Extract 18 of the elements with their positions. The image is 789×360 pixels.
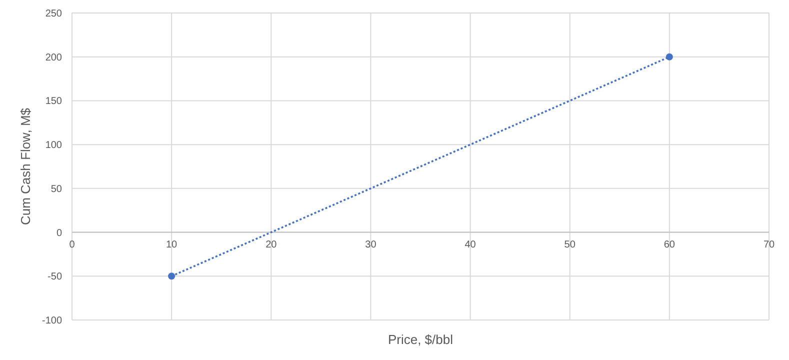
x-tick-label: 0 (69, 239, 76, 250)
x-axis-title: Price, $/bbl (388, 332, 454, 347)
y-tick-label: 0 (56, 228, 62, 239)
y-tick-label: -50 (48, 272, 62, 283)
x-tick-label: 60 (664, 239, 676, 250)
x-tick-label: 40 (464, 239, 476, 250)
y-tick-label: 150 (45, 96, 62, 108)
x-tick-label: 10 (166, 239, 178, 250)
y-tick-label: -100 (42, 316, 62, 326)
x-tick-label: 30 (365, 239, 377, 250)
y-tick-label: 50 (50, 184, 62, 195)
y-tick-label: 200 (45, 52, 62, 64)
y-tick-label: 100 (45, 140, 62, 152)
x-tick-label: 70 (763, 239, 775, 250)
y-axis-title: Cum Cash Flow, M$ (18, 107, 33, 226)
x-tick-label: 50 (564, 239, 576, 250)
x-tick-label: 20 (266, 239, 278, 250)
y-tick-label: 250 (45, 8, 62, 20)
